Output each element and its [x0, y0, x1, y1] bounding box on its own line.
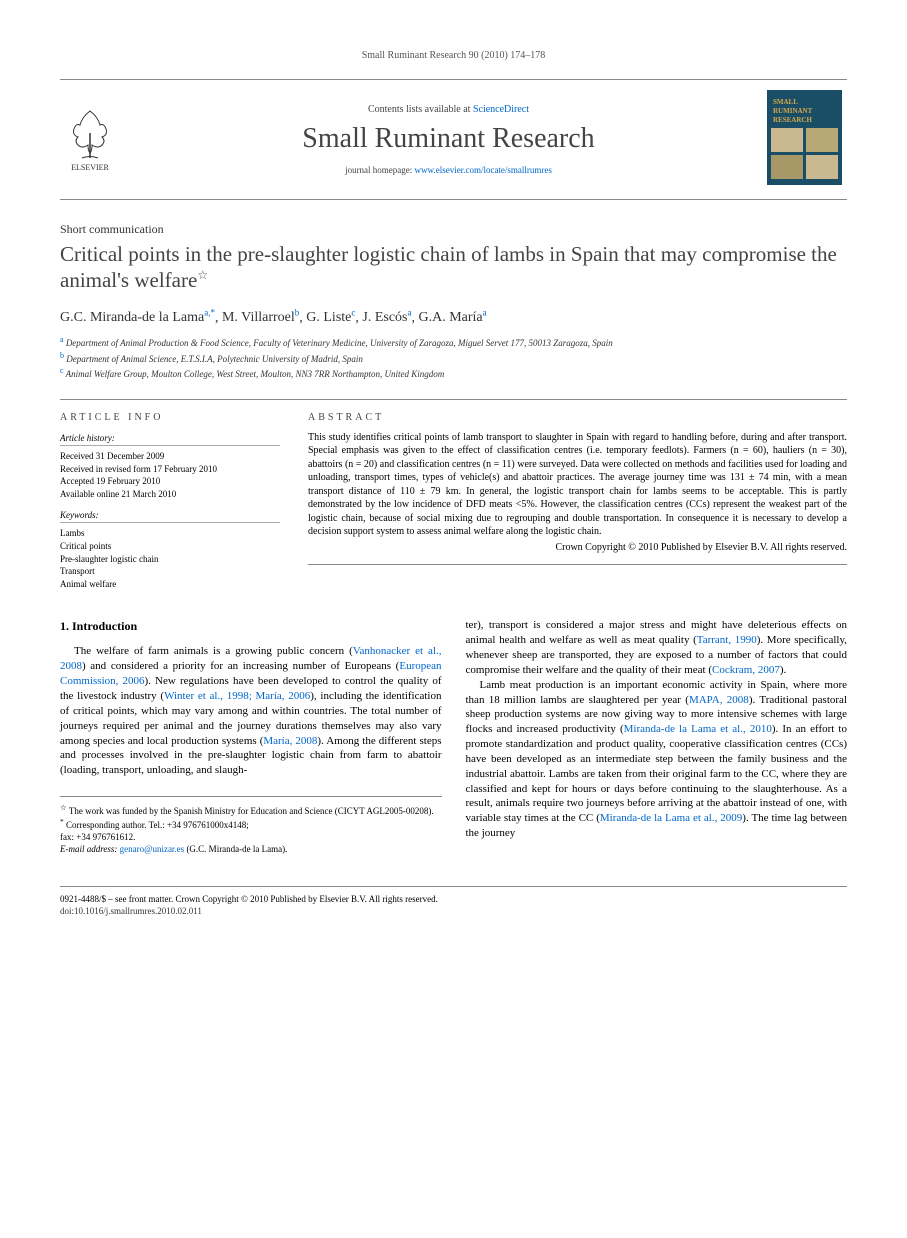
svg-text:SMALL: SMALL: [773, 98, 798, 106]
star-icon: ☆: [60, 803, 67, 812]
sciencedirect-link[interactable]: ScienceDirect: [473, 104, 529, 115]
abstract-col: ABSTRACT This study identifies critical …: [308, 412, 847, 590]
footnote-block: ☆ The work was funded by the Spanish Min…: [60, 796, 442, 856]
author-3: J. Escósa: [362, 310, 411, 325]
cite-tarrant[interactable]: Tarrant, 1990: [697, 634, 757, 646]
intro-para-1-right: ter), transport is considered a major st…: [466, 618, 848, 677]
keywords-block: Lambs Critical points Pre-slaughter logi…: [60, 527, 280, 590]
article-type: Short communication: [60, 222, 847, 237]
kw-4: Animal welfare: [60, 578, 280, 591]
cover-icon: SMALL RUMINANT RESEARCH: [767, 90, 842, 185]
journal-cover-thumb: SMALL RUMINANT RESEARCH: [767, 90, 847, 189]
funding-note: ☆ The work was funded by the Spanish Min…: [60, 803, 442, 817]
homepage-link[interactable]: www.elsevier.com/locate/smallrumres: [415, 165, 552, 175]
history-label: Article history:: [60, 433, 280, 446]
cite-winter-maria[interactable]: Winter et al., 1998; María, 2006: [164, 690, 310, 702]
affil-2: c Animal Welfare Group, Moulton College,…: [60, 365, 847, 381]
email-link[interactable]: genaro@unizar.es: [120, 844, 185, 854]
contents-line: Contents lists available at ScienceDirec…: [130, 104, 767, 115]
section-heading-intro: 1. Introduction: [60, 618, 442, 634]
info-heading: ARTICLE INFO: [60, 412, 280, 423]
doi-line: doi:10.1016/j.smallrumres.2010.02.011: [60, 905, 847, 917]
cite-miranda2009[interactable]: Miranda-de la Lama et al., 2009: [600, 812, 742, 824]
title-text: Critical points in the pre-slaughter log…: [60, 242, 837, 292]
abstract-heading: ABSTRACT: [308, 412, 847, 423]
history-2: Accepted 19 February 2010: [60, 475, 280, 488]
cite-cockram[interactable]: Cockram, 2007: [712, 664, 780, 676]
homepage-line: journal homepage: www.elsevier.com/locat…: [130, 165, 767, 175]
kw-0: Lambs: [60, 527, 280, 540]
abstract-text: This study identifies critical points of…: [308, 431, 847, 566]
affil-1: b Department of Animal Science, E.T.S.I.…: [60, 350, 847, 366]
intro-para-2: Lamb meat production is an important eco…: [466, 678, 848, 841]
affil-0: a Department of Animal Production & Food…: [60, 334, 847, 350]
article-info-col: ARTICLE INFO Article history: Received 3…: [60, 412, 280, 590]
svg-text:RUMINANT: RUMINANT: [773, 107, 813, 115]
abstract-copyright: Crown Copyright © 2010 Published by Else…: [308, 541, 847, 555]
svg-text:RESEARCH: RESEARCH: [773, 116, 812, 124]
email-note: E-mail address: genaro@unizar.es (G.C. M…: [60, 843, 442, 855]
page-root: Small Ruminant Research 90 (2010) 174–17…: [0, 0, 907, 957]
body-columns: 1. Introduction The welfare of farm anim…: [60, 618, 847, 855]
contents-prefix: Contents lists available at: [368, 104, 473, 115]
elsevier-logo: ELSEVIER: [60, 103, 130, 177]
running-header: Small Ruminant Research 90 (2010) 174–17…: [60, 50, 847, 61]
fax-note: fax: +34 976761612.: [60, 831, 442, 843]
corresponding-note: * Corresponding author. Tel.: +34 976761…: [60, 817, 442, 831]
elsevier-tree-icon: ELSEVIER: [60, 103, 120, 173]
cite-mapa[interactable]: MAPA, 2008: [689, 694, 749, 706]
history-0: Received 31 December 2009: [60, 450, 280, 463]
elsevier-name: ELSEVIER: [71, 163, 109, 172]
title-star-icon: ☆: [197, 268, 208, 282]
body-col-left: 1. Introduction The welfare of farm anim…: [60, 618, 442, 855]
kw-3: Transport: [60, 565, 280, 578]
footer-copyright: 0921-4488/$ – see front matter. Crown Co…: [60, 893, 847, 905]
journal-name: Small Ruminant Research: [130, 123, 767, 155]
keywords-label: Keywords:: [60, 510, 280, 523]
history-3: Available online 21 March 2010: [60, 488, 280, 501]
header-center: Contents lists available at ScienceDirec…: [130, 104, 767, 175]
author-4: G.A. Maríaa: [419, 310, 487, 325]
intro-para-1-left: The welfare of farm animals is a growing…: [60, 644, 442, 778]
history-block: Received 31 December 2009 Received in re…: [60, 450, 280, 500]
article-title: Critical points in the pre-slaughter log…: [60, 241, 847, 294]
journal-header-box: ELSEVIER Contents lists available at Sci…: [60, 79, 847, 200]
authors-line: G.C. Miranda-de la Lamaa,*, M. Villarroe…: [60, 308, 847, 327]
author-2: G. Listec: [306, 310, 355, 325]
cite-maria2008[interactable]: María, 2008: [263, 735, 317, 747]
homepage-prefix: journal homepage:: [345, 165, 414, 175]
kw-2: Pre-slaughter logistic chain: [60, 553, 280, 566]
history-1: Received in revised form 17 February 201…: [60, 463, 280, 476]
affiliations: a Department of Animal Production & Food…: [60, 334, 847, 381]
cite-miranda2010[interactable]: Miranda-de la Lama et al., 2010: [624, 723, 772, 735]
author-0: G.C. Miranda-de la Lamaa,*: [60, 310, 215, 325]
body-col-right: ter), transport is considered a major st…: [466, 618, 848, 855]
kw-1: Critical points: [60, 540, 280, 553]
asterisk-icon: *: [60, 817, 64, 826]
info-abstract-row: ARTICLE INFO Article history: Received 3…: [60, 399, 847, 590]
author-1: M. Villarroelb: [222, 310, 299, 325]
footer-block: 0921-4488/$ – see front matter. Crown Co…: [60, 886, 847, 917]
